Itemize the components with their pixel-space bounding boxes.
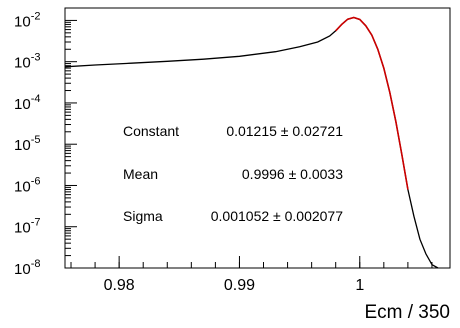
fit-curve <box>335 16 409 190</box>
y-axis: 10-8 10-7 10-6 10-5 10-4 10-3 10-2 <box>14 7 77 278</box>
stat-value: 0.001052 ± 0.002077 <box>211 208 343 224</box>
x-tick-label: 0.98 <box>104 277 135 294</box>
y-tick-label: 10-2 <box>14 10 40 30</box>
fit-parameters: Constant 0.01215 ± 0.02721 Mean 0.9996 ±… <box>123 123 343 224</box>
stat-value: 0.9996 ± 0.0033 <box>242 166 343 182</box>
y-tick-label: 10-6 <box>14 175 40 195</box>
x-axis-label: Ecm / 350 <box>364 302 450 323</box>
stat-value: 0.01215 ± 0.02721 <box>226 123 343 139</box>
y-tick-label: 10-5 <box>14 134 40 154</box>
x-tick-label: 1 <box>355 277 364 294</box>
x-axis: 0.98 0.99 1 <box>70 256 433 294</box>
stat-name: Mean <box>123 166 158 182</box>
stat-name: Sigma <box>123 208 163 224</box>
y-tick-label: 10-3 <box>14 52 40 72</box>
plot-curves <box>64 16 439 269</box>
x-tick-label: 0.99 <box>224 277 255 294</box>
plot-frame <box>64 7 451 269</box>
y-tick-label: 10-4 <box>14 93 40 113</box>
y-tick-label: 10-7 <box>14 217 40 237</box>
stat-name: Constant <box>123 123 179 139</box>
y-tick-label: 10-8 <box>14 258 40 278</box>
